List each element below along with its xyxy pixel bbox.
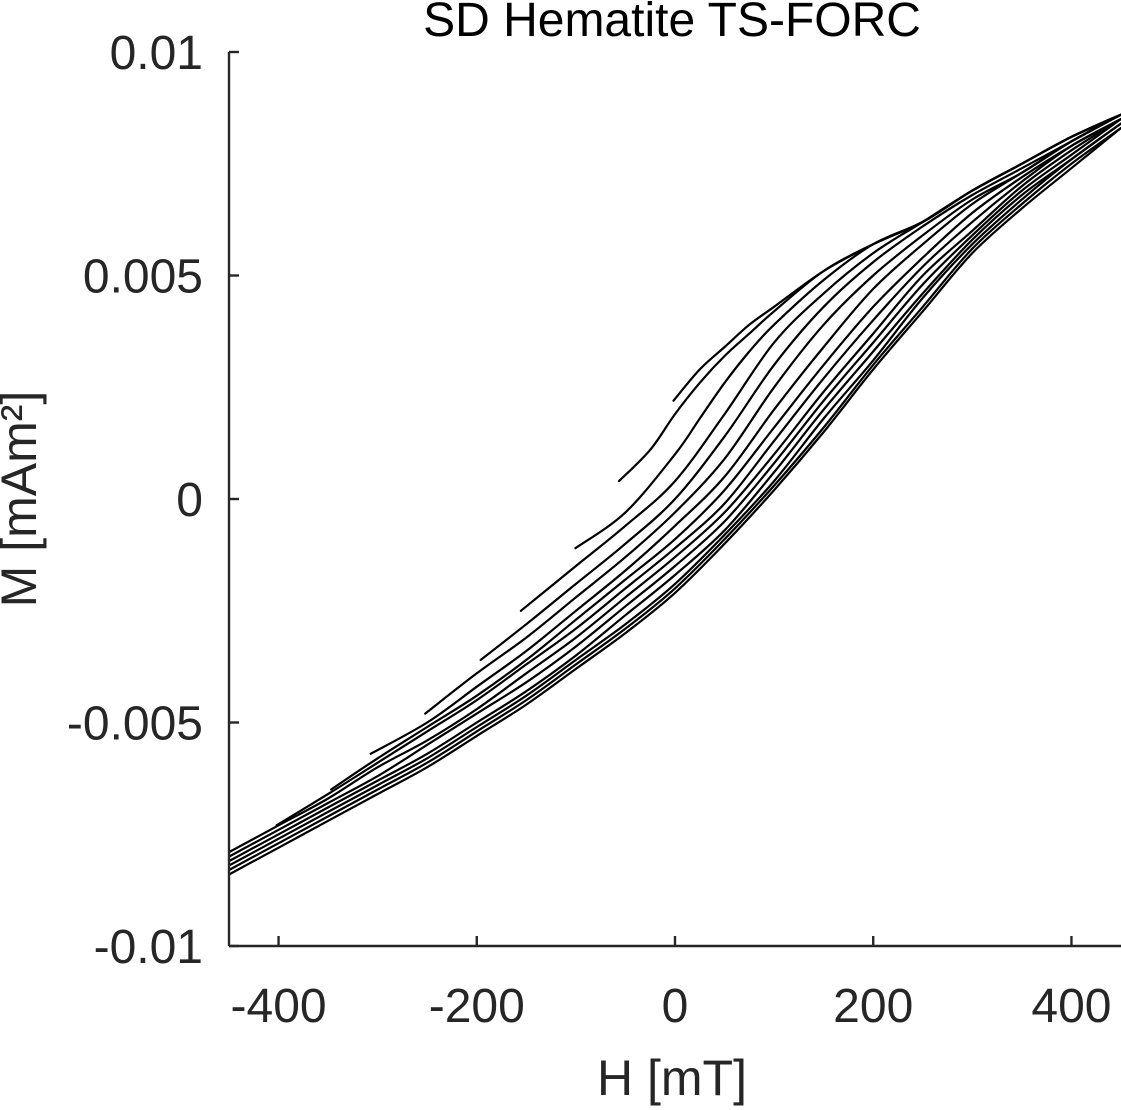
x-tick-label: -400 [231,980,327,1033]
y-tick-label: 0.005 [83,251,203,304]
y-tick-label: -0.005 [67,698,203,751]
x-tick-label: 200 [833,980,913,1033]
x-tick-label: 0 [662,980,689,1033]
forc-curve-14 [229,126,1121,872]
y-axis-label: M [mAm²] [0,391,47,608]
forc-curve-5 [479,113,1121,661]
forc-curve-13 [229,122,1121,867]
forc-curve-10 [229,117,1121,854]
forc-curve-4 [519,113,1121,612]
chart-title: SD Hematite TS-FORC [423,0,921,47]
x-tick-label: 400 [1031,980,1111,1033]
y-tick-label: 0.01 [110,27,203,80]
forc-curves [229,113,1121,876]
x-axis-label: H [mT] [597,1050,747,1106]
y-tick-label: 0 [176,474,203,527]
forc-curve-8 [330,117,1121,791]
forc-curve-12 [229,122,1121,863]
forc-curve-15 [229,126,1121,876]
x-tick-label: -200 [429,980,525,1033]
forc-curve-3 [574,113,1121,550]
forc-curve-7 [369,113,1121,755]
forc-curve-6 [424,113,1121,715]
axes: -400 -200 0 200 400 -0.01 -0.005 0 0.005 0.01 [67,27,1121,1033]
forc-curve-9 [275,117,1121,827]
y-tick-label: -0.01 [94,921,203,974]
plot-area [229,113,1121,876]
forc-curve-11 [229,117,1121,858]
